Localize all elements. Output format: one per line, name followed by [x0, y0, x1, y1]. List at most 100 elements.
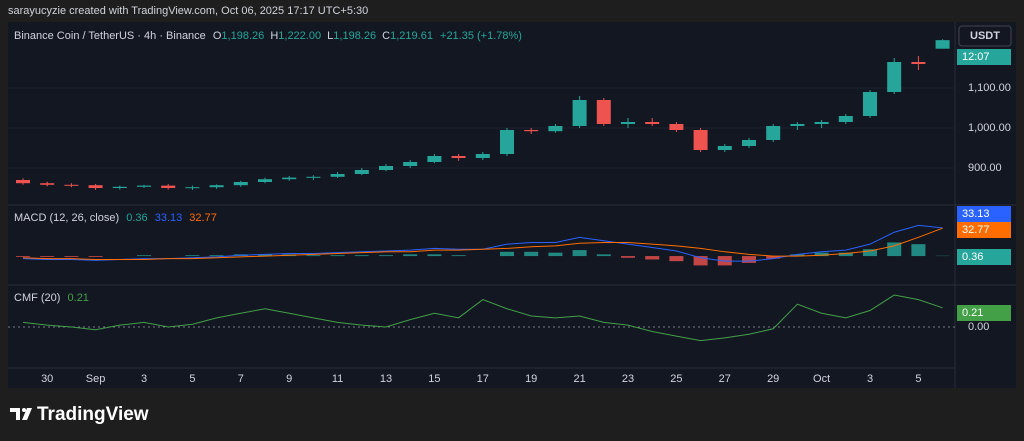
candle-body — [137, 185, 151, 187]
histogram-bar — [88, 256, 103, 257]
legend-value: 0.36 — [126, 212, 147, 224]
histogram-bar — [16, 256, 30, 257]
candle-body — [572, 100, 587, 126]
candle-body — [693, 130, 708, 150]
x-tick-label: 29 — [767, 373, 779, 385]
y-tick-label: 1,100.00 — [968, 82, 1011, 94]
price-tag — [957, 49, 1011, 65]
x-tick-label: 25 — [670, 373, 682, 385]
candle-body — [88, 185, 103, 188]
candle-body — [790, 124, 805, 126]
histogram-bar — [911, 244, 926, 257]
indicator-line — [22, 294, 943, 342]
candle-body — [282, 177, 297, 180]
currency-box[interactable] — [958, 25, 1012, 47]
indicator-line — [22, 227, 943, 260]
value-tag-label: 32.77 — [962, 224, 990, 236]
symbol: Binance Coin / TetherUS · 4h · Binance — [14, 30, 206, 42]
candle-body — [863, 92, 877, 116]
histogram-bar — [64, 256, 79, 257]
logo-mark — [10, 408, 32, 420]
histogram-bar — [742, 256, 756, 263]
candle-body — [838, 116, 853, 122]
candle-body — [911, 62, 926, 64]
x-tick-label: 3 — [141, 373, 147, 385]
histogram-bar — [766, 256, 781, 259]
histogram-bar — [379, 255, 393, 257]
candle-body — [548, 126, 563, 132]
histogram-bar — [693, 256, 708, 266]
candle-body — [596, 100, 611, 124]
histogram-bar — [596, 254, 611, 257]
candle-body — [306, 176, 321, 178]
logo — [10, 408, 32, 420]
candle-body — [16, 180, 30, 184]
ohlc-value: 1,222.00 — [278, 30, 321, 42]
x-tick-label: Oct — [813, 373, 830, 385]
histogram-bar — [572, 250, 587, 257]
x-tick-label: 27 — [719, 373, 731, 385]
candle-body — [40, 183, 55, 185]
value-tag-label: 33.13 — [962, 208, 990, 220]
candle-body — [669, 124, 684, 130]
y-tick-label: 900.00 — [968, 162, 1002, 174]
histogram-bar — [354, 255, 369, 257]
y-tick-label: 1,000.00 — [968, 122, 1011, 134]
currency: USDT — [970, 30, 1000, 42]
x-tick-label: 15 — [428, 373, 440, 385]
ohlc-key: H — [270, 30, 278, 42]
x-tick-label: 21 — [573, 373, 585, 385]
candle-body — [379, 166, 393, 170]
candle-body — [64, 184, 79, 186]
histogram-bar — [137, 255, 151, 257]
value-tag — [957, 249, 1011, 265]
indicator-title: MACD (12, 26, close) — [14, 212, 119, 224]
histogram-bar — [258, 254, 272, 257]
histogram-bar — [621, 256, 635, 258]
histogram-bar — [548, 252, 563, 257]
legend-value: 33.13 — [155, 212, 183, 224]
x-tick-label: 9 — [286, 373, 292, 385]
candle-body — [330, 174, 345, 177]
histogram-bar — [427, 254, 442, 257]
candle-body — [112, 186, 127, 188]
x-tick-label: 19 — [525, 373, 537, 385]
value-tag — [957, 305, 1011, 321]
ohlc-value: 1,219.61 — [390, 30, 433, 42]
x-tick-label: 5 — [189, 373, 195, 385]
histogram-bar — [306, 255, 321, 257]
candle-body — [475, 154, 490, 158]
candle-body — [887, 62, 902, 92]
candle-body — [185, 187, 200, 189]
x-tick-label: 3 — [867, 373, 873, 385]
histogram-bar — [863, 249, 877, 257]
histogram-bar — [814, 252, 829, 257]
candle-body — [645, 122, 660, 124]
candle-body — [524, 130, 539, 132]
candle-body — [814, 122, 829, 124]
value-tag — [957, 222, 1011, 238]
x-tick-label: 13 — [380, 373, 392, 385]
logo-dot — [22, 408, 26, 412]
candle-body — [717, 146, 732, 150]
histogram-bar — [40, 256, 55, 257]
histogram-bar — [451, 255, 466, 257]
x-tick-label: 17 — [477, 373, 489, 385]
ohlc-value: 1,198.26 — [333, 30, 376, 42]
value-tag-label: 0.36 — [962, 251, 983, 263]
candle-body — [935, 40, 950, 49]
ohlc-key: O — [213, 30, 222, 42]
histogram-bar — [838, 252, 853, 257]
ohlc-key: C — [382, 30, 390, 42]
histogram-bar — [209, 255, 224, 257]
value-tag — [957, 206, 1011, 222]
change: +21.35 (+1.78%) — [440, 30, 522, 42]
cmf-legend: CMF (20) 0.21 — [14, 292, 89, 304]
value-tag-label: 0.21 — [962, 307, 983, 319]
histogram-bar — [403, 254, 418, 257]
legend-value: 32.77 — [189, 212, 217, 224]
histogram-bar — [669, 256, 684, 262]
candle-body — [233, 182, 248, 186]
histogram-bar — [645, 256, 660, 260]
